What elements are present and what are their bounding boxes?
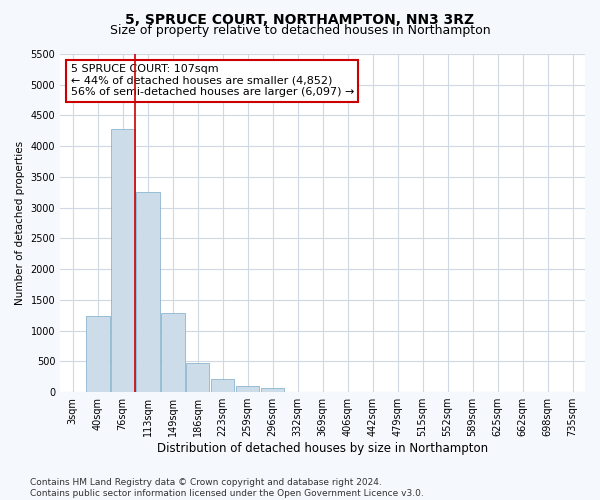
Text: 5, SPRUCE COURT, NORTHAMPTON, NN3 3RZ: 5, SPRUCE COURT, NORTHAMPTON, NN3 3RZ xyxy=(125,12,475,26)
X-axis label: Distribution of detached houses by size in Northampton: Distribution of detached houses by size … xyxy=(157,442,488,455)
Bar xyxy=(86,316,110,392)
Bar xyxy=(136,192,160,392)
Bar xyxy=(186,363,209,392)
Text: 5 SPRUCE COURT: 107sqm
← 44% of detached houses are smaller (4,852)
56% of semi-: 5 SPRUCE COURT: 107sqm ← 44% of detached… xyxy=(71,64,354,98)
Bar xyxy=(111,129,134,392)
Text: Contains HM Land Registry data © Crown copyright and database right 2024.
Contai: Contains HM Land Registry data © Crown c… xyxy=(30,478,424,498)
Y-axis label: Number of detached properties: Number of detached properties xyxy=(15,141,25,305)
Text: Size of property relative to detached houses in Northampton: Size of property relative to detached ho… xyxy=(110,24,490,37)
Bar xyxy=(161,314,185,392)
Bar xyxy=(211,379,235,392)
Bar xyxy=(236,386,259,392)
Bar xyxy=(261,388,284,392)
